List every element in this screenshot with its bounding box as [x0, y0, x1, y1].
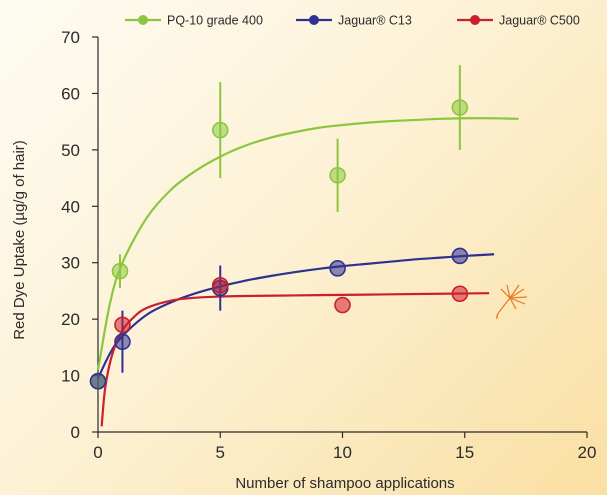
legend-label-jaguar-c500: Jaguar® C500: [499, 14, 580, 28]
fit-curve-pq-10-grade-400: [96, 117, 519, 371]
fit-curves: [96, 117, 519, 427]
y-tick-label: 20: [61, 310, 80, 329]
x-tick-label: 5: [216, 443, 225, 462]
data-point-jaguar-c500: [451, 285, 469, 303]
x-axis-title: Number of shampoo applications: [235, 475, 454, 492]
x-tick-label: 10: [333, 443, 352, 462]
y-axis-title: Red Dye Uptake (µg/g of hair): [11, 140, 28, 340]
y-tick-label: 0: [71, 423, 80, 442]
y-tick-label: 50: [61, 141, 80, 160]
legend-marker-jaguar-c13: [309, 15, 319, 25]
data-point-jaguar-c13: [451, 247, 469, 265]
y-ticks: 0 10 20 30 40 50 60 70: [61, 28, 98, 442]
x-tick-label: 15: [455, 443, 474, 462]
fit-curve-jaguar-c500: [100, 292, 490, 427]
x-tick-label: 0: [93, 443, 102, 462]
axes: [97, 37, 587, 433]
legend-label-pq-10-grade-400: PQ-10 grade 400: [167, 14, 263, 28]
x-ticks: 0 5 10 15 20: [93, 432, 596, 462]
data-point-pq-10-grade-400: [329, 166, 346, 184]
y-tick-label: 10: [61, 367, 80, 386]
dandelion-seed-icon: [496, 284, 528, 320]
data-point-jaguar-c500: [211, 276, 229, 294]
legend-marker-jaguar-c500: [470, 15, 480, 25]
y-tick-label: 70: [61, 28, 80, 47]
legend-marker-pq-10-grade-400: [138, 15, 148, 25]
legend: PQ-10 grade 400 Jaguar® C13 Jaguar® C500: [125, 14, 580, 28]
y-tick-label: 60: [61, 84, 80, 103]
data-point-jaguar-c500: [334, 296, 351, 314]
y-tick-label: 30: [61, 254, 80, 273]
data-point-pq-10-grade-400: [211, 121, 229, 139]
fit-curve-jaguar-c13: [97, 253, 495, 379]
data-points: [89, 99, 469, 390]
data-point-jaguar-c13: [329, 260, 346, 277]
data-point-jaguar-c500: [114, 316, 131, 334]
data-point-pq-10-grade-400: [111, 262, 129, 280]
data-point-jaguar-c13: [114, 333, 131, 351]
legend-label-jaguar-c13: Jaguar® C13: [338, 14, 412, 28]
y-tick-label: 40: [61, 197, 80, 216]
error-bars: [119, 65, 461, 373]
data-point-pq-10-grade-400: [451, 99, 469, 116]
data-point-jaguar-c13: [89, 372, 107, 390]
x-tick-label: 20: [578, 443, 597, 462]
